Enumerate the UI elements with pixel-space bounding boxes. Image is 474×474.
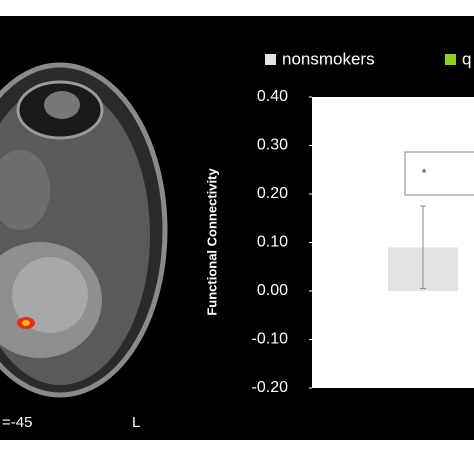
legend-swatch xyxy=(445,54,456,65)
significance-label: * xyxy=(421,165,426,180)
slice-label: =-45 xyxy=(2,414,32,431)
significance-bracket xyxy=(404,151,474,196)
y-tick-label: -0.20 xyxy=(252,379,289,396)
plot-area xyxy=(312,97,474,388)
y-tick-label: -0.10 xyxy=(252,331,289,348)
legend-label: q xyxy=(462,49,471,68)
y-tick-label: 0.40 xyxy=(257,88,288,105)
y-tick-label: 0.10 xyxy=(257,234,288,251)
legend-swatch xyxy=(265,54,276,65)
y-tick-label: 0.30 xyxy=(257,137,288,154)
legend-label: nonsmokers xyxy=(282,49,375,68)
side-label: L xyxy=(132,414,140,431)
y-tick-label: 0.20 xyxy=(257,185,288,202)
y-axis-label: Functional Connectivity xyxy=(204,168,219,316)
brain-image: =-45 L xyxy=(0,62,168,431)
y-tick-label: 0.00 xyxy=(257,282,288,299)
